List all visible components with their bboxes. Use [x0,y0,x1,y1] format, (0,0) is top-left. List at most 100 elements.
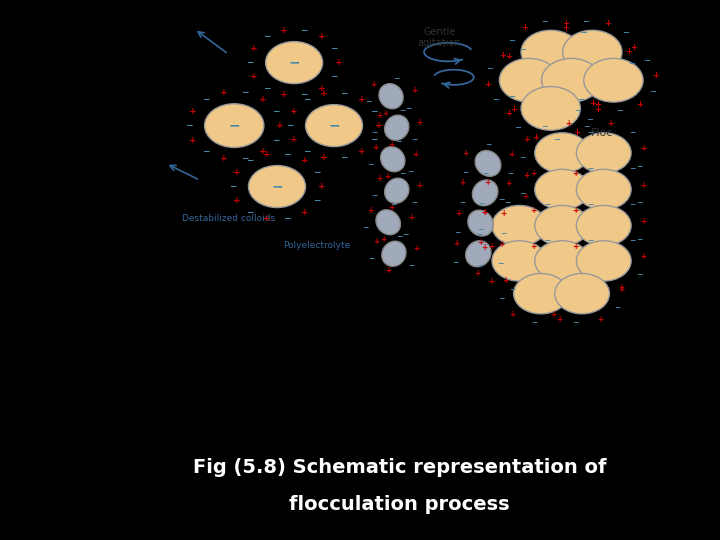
Text: +: + [251,44,258,53]
Text: +: + [408,213,414,221]
Text: +: + [503,275,509,285]
Text: −: − [616,106,624,116]
Text: −: − [485,140,492,149]
Text: −: − [202,95,210,104]
Text: +: + [640,144,647,153]
Text: +: + [280,26,288,35]
Circle shape [535,170,590,210]
Text: −: − [541,17,548,26]
Circle shape [513,273,568,314]
Text: +: + [574,128,580,137]
Text: −: − [411,135,418,144]
Text: +: + [488,242,494,251]
Text: −: − [371,129,377,137]
Text: +: + [453,239,459,248]
Text: +: + [388,140,395,150]
Text: −: − [507,169,513,178]
Text: +: + [652,71,659,80]
Text: +: + [455,208,462,218]
Ellipse shape [382,241,406,266]
Text: −: − [408,261,415,270]
Text: −: − [477,261,483,270]
Circle shape [248,166,305,207]
Ellipse shape [466,241,491,267]
Text: +: + [276,121,284,130]
Circle shape [554,273,609,314]
Text: −: − [498,294,505,302]
Circle shape [492,241,546,281]
Text: +: + [259,95,266,104]
Text: −: − [202,147,210,157]
Circle shape [500,58,559,102]
Text: +: + [411,86,417,96]
Text: −: − [629,200,635,210]
Text: +: + [500,210,507,218]
Text: −: − [271,179,283,193]
Ellipse shape [468,210,493,236]
Text: −: − [622,28,629,37]
Text: +: + [523,135,530,144]
Text: +: + [233,196,240,205]
Text: +: + [631,43,638,52]
Text: +: + [367,206,374,215]
Text: +: + [462,149,469,158]
Text: −: − [405,104,412,113]
Circle shape [577,241,631,281]
Text: −: − [519,190,526,198]
Text: −: − [636,162,642,171]
Text: −: − [271,136,279,145]
Text: +: + [618,285,625,294]
Text: −: − [498,195,505,204]
Text: −: − [370,136,378,144]
Text: +: + [358,147,366,156]
Text: +: + [572,242,578,251]
Text: +: + [335,58,343,67]
Text: +: + [510,310,516,319]
Text: −: − [482,169,489,178]
Text: −: − [580,28,588,37]
Text: −: − [643,56,650,65]
Text: +: + [290,107,298,116]
Text: +: + [233,168,240,177]
Text: +: + [604,19,611,28]
Text: −: − [246,157,253,165]
Text: +: + [531,169,537,178]
Text: −: − [636,199,642,207]
Text: +: + [374,121,382,130]
Text: −: − [313,168,321,177]
Text: −: − [288,56,300,70]
Text: −: − [393,75,400,84]
Text: −: − [340,153,348,162]
Text: +: + [505,52,513,61]
Text: −: − [636,270,642,279]
Text: −: − [263,84,270,93]
Text: +: + [301,157,309,165]
Ellipse shape [384,115,409,140]
Text: −: − [588,236,594,245]
Text: −: − [399,106,405,115]
Text: +: + [220,89,228,97]
Text: −: − [486,64,493,73]
Text: +: + [481,207,487,217]
Ellipse shape [376,210,400,235]
Text: +: + [259,147,266,157]
Text: −: − [240,89,248,97]
Text: −: − [340,89,348,98]
Text: +: + [607,119,613,129]
Text: +: + [488,277,494,286]
Circle shape [535,205,590,246]
Text: −: − [330,44,338,53]
Text: −: − [588,164,594,173]
Text: +: + [372,143,378,152]
Text: −: − [302,96,310,105]
Text: +: + [505,179,511,188]
Text: +: + [482,208,487,217]
Circle shape [584,58,643,102]
Text: +: + [370,80,377,89]
Text: −: − [302,147,310,156]
Text: +: + [384,172,390,181]
Text: −: − [328,119,340,133]
Text: +: + [477,238,483,247]
Text: +: + [301,208,309,217]
Text: −: − [519,45,526,54]
